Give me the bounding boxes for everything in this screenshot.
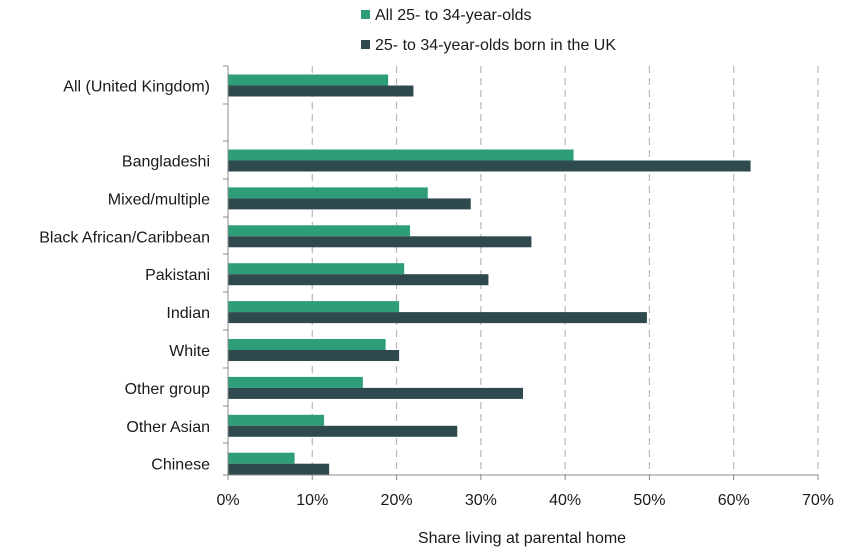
- x-tick-label: 60%: [718, 492, 750, 509]
- category-label: Bangladeshi: [122, 154, 210, 171]
- legend-label: All 25- to 34-year-olds: [375, 7, 532, 24]
- x-tick-label: 10%: [296, 492, 328, 509]
- x-tick-label: 20%: [381, 492, 413, 509]
- bar-all: [228, 301, 400, 313]
- category-label: Pakistani: [145, 267, 210, 284]
- legend: All 25- to 34-year-olds 25- to 34-year-ol…: [361, 7, 616, 54]
- x-tick-label: 0%: [216, 492, 239, 509]
- x-tick-label: 40%: [549, 492, 581, 509]
- bar-all: [228, 339, 386, 350]
- bar-uk-born: [228, 350, 400, 361]
- bar-all: [228, 187, 428, 199]
- legend-label: 25- to 34-year-olds born in the UK: [375, 37, 616, 54]
- bar-all: [228, 149, 574, 161]
- bar-all: [228, 414, 325, 426]
- bar-uk-born: [228, 312, 647, 324]
- bar-all: [228, 225, 411, 237]
- x-tick-labels: 0% 10% 20% 30% 40% 50% 60% 70%: [216, 492, 834, 509]
- category-label: Other group: [125, 381, 210, 398]
- bar-uk-born: [228, 425, 458, 437]
- bar-uk-born: [228, 160, 751, 172]
- bar-all: [228, 263, 405, 275]
- bar-uk-born: [228, 387, 523, 399]
- category-label: White: [169, 343, 210, 360]
- category-label: Black African/Caribbean: [39, 229, 210, 246]
- bar-uk-born: [228, 198, 471, 210]
- x-axis-label: Share living at parental home: [418, 530, 626, 547]
- legend-swatch: [361, 40, 370, 49]
- category-label: Mixed/multiple: [108, 191, 210, 208]
- x-tick-label: 50%: [633, 492, 665, 509]
- category-labels: All (United Kingdom) Bangladeshi Mixed/mul…: [39, 79, 210, 474]
- category-label: All (United Kingdom): [63, 79, 210, 96]
- x-tick-label: 70%: [802, 492, 834, 509]
- x-tick-label: 30%: [465, 492, 497, 509]
- category-label: Other Asian: [126, 419, 210, 436]
- legend-swatch: [361, 10, 370, 19]
- category-label: Chinese: [151, 457, 210, 474]
- bar-all: [228, 376, 363, 388]
- bar-all: [228, 452, 295, 464]
- bars: [228, 74, 751, 475]
- category-label: Indian: [166, 305, 210, 322]
- bar-all: [228, 74, 389, 86]
- bar-uk-born: [228, 85, 414, 97]
- bar-uk-born: [228, 274, 489, 286]
- bar-uk-born: [228, 463, 330, 475]
- axes: [223, 65, 819, 480]
- bar-uk-born: [228, 236, 532, 248]
